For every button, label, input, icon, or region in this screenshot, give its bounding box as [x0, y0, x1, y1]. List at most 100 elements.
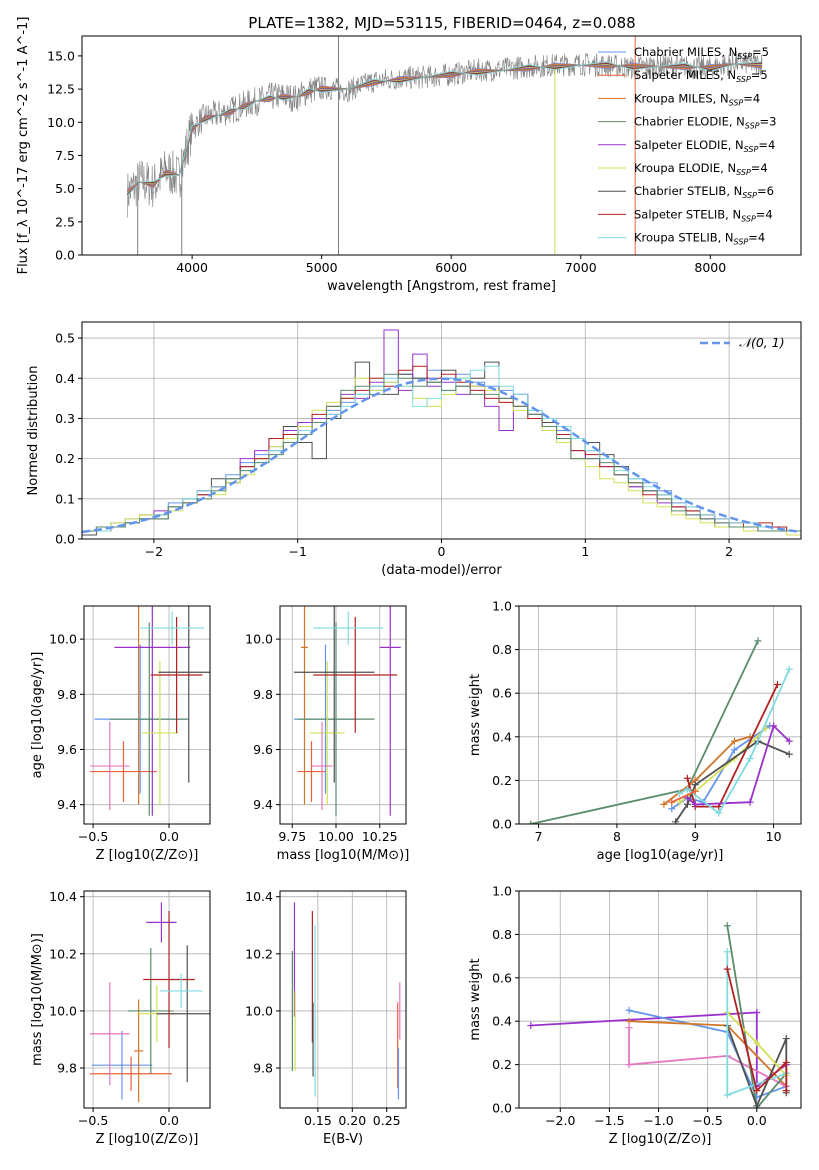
legend-label-suffix: =6 [757, 184, 774, 198]
x-tick-label: 0.0 [159, 1113, 179, 1128]
weight-series-marker [753, 1087, 761, 1095]
axes-frame [83, 890, 211, 1109]
y-tick-label: 9.4 [57, 797, 77, 812]
legend-label-sub: SSP [736, 75, 751, 84]
weight-series-marker [672, 818, 680, 824]
legend-label-sub: SSP [729, 98, 744, 107]
x-tick-label: −0.5 [692, 1113, 722, 1128]
y-tick-label: 10.4 [245, 889, 273, 904]
x-tick-label: 9.75 [278, 829, 306, 844]
y-tick-label: 0.8 [492, 642, 512, 657]
age-vs-metallicity-panel: −0.5 0.0 9.4 9.6 9.8 10.0 Z [log10(Z/Z⊙)] age [… [30, 605, 211, 863]
legend-label-main: Chabrier STELIB, N [634, 184, 742, 198]
axes-frame [518, 605, 802, 825]
plot-area [90, 902, 210, 1103]
y-tick-label: 0.4 [492, 1014, 512, 1029]
plot-area [527, 637, 793, 824]
legend-label-suffix: =5 [752, 45, 769, 59]
x-tick-label: 0.20 [338, 1113, 366, 1128]
weight-series-line [671, 790, 696, 804]
x-tick-label: 7000 [565, 260, 597, 275]
plot-area [527, 922, 790, 1108]
legend-label: Salpeter MILES, NSSP=5 [634, 68, 768, 84]
legend-label: 𝒩(0, 1) [739, 335, 785, 350]
weight-series-marker [782, 1058, 790, 1066]
histogram-series [82, 365, 801, 539]
mass-vs-ebv-panel: 0.15 0.20 0.25 9.8 10.0 10.2 10.4 E(B-V) [245, 889, 407, 1147]
plot-area [82, 329, 801, 539]
legend-label: Salpeter STELIB, NSSP=4 [634, 207, 773, 223]
x-tick-label: 0.15 [304, 1113, 332, 1128]
y-tick-label: 10.4 [49, 889, 77, 904]
weight-series-marker [625, 1006, 633, 1014]
x-tick-label: 5000 [306, 260, 338, 275]
weight-series-marker [746, 798, 754, 806]
legend-label-suffix: =4 [751, 161, 768, 175]
legend-label-suffix: =4 [743, 91, 760, 105]
x-tick-label: −1.0 [643, 1113, 673, 1128]
legend-label-main: Kroupa STELIB, N [634, 231, 734, 245]
weight-series-marker [660, 800, 668, 808]
x-tick-label: −2 [145, 544, 163, 559]
x-axis-label: wavelength [Angstrom, rest frame] [327, 279, 556, 294]
y-tick-label: 7.5 [55, 148, 75, 163]
x-tick-label: −0.5 [78, 829, 108, 844]
y-tick-label: 9.8 [253, 687, 273, 702]
weight-series-marker [676, 789, 684, 797]
axes-frame [279, 605, 407, 825]
weight-series-marker [753, 1009, 761, 1017]
x-tick-label: 1 [581, 544, 589, 559]
weight-series-marker [625, 1061, 633, 1069]
weight-series-marker [785, 750, 793, 758]
weight-series-marker [774, 680, 781, 688]
weight-series-marker [723, 965, 731, 973]
legend-label-sub: SSP [737, 52, 752, 61]
normal-curve [82, 377, 801, 534]
y-axis-label: Normed distribution [26, 366, 41, 496]
x-axis-label: mass [log10(M/M⊙)] [277, 848, 410, 863]
x-tick-label: 8 [613, 829, 621, 844]
weight-vs-age-panel: 7 8 9 10 0.0 0.2 0.4 0.6 0.8 1.0 age [log10(age/yr… [468, 599, 802, 863]
x-axis-label: Z [log10(Z/Z⊙)] [96, 1132, 199, 1147]
y-tick-label: 12.5 [47, 82, 75, 97]
weight-series-marker [676, 798, 684, 806]
spectrum-observed-trace [127, 51, 763, 218]
age-vs-mass-panel: 9.75 10.00 10.25 9.4 9.6 9.8 10.0 mass [log10(M… [245, 605, 410, 863]
x-tick-label: 0.25 [373, 1113, 401, 1128]
weight-series-line [628, 1027, 787, 1088]
y-tick-label: 10.0 [245, 1003, 273, 1018]
legend-label-sub: SSP [744, 145, 759, 154]
x-tick-label: 0.0 [159, 829, 179, 844]
legend-label-main: Salpeter ELODIE, N [634, 138, 744, 152]
y-tick-label: 0.1 [55, 491, 75, 506]
legend-label-main: Kroupa MILES, N [634, 91, 729, 105]
y-axis-label: mass weight [468, 958, 483, 1040]
x-tick-label: 0.0 [747, 1113, 767, 1128]
legend-label-main: Chabrier ELODIE, N [634, 115, 745, 129]
plot-area [294, 606, 401, 816]
plot-area [90, 606, 210, 816]
y-tick-label: 0.6 [492, 970, 512, 985]
weight-series-marker [668, 805, 676, 813]
x-tick-label: 0 [438, 544, 446, 559]
weight-series-marker [785, 737, 793, 745]
y-tick-label: 10.0 [49, 1003, 77, 1018]
y-tick-label: 0.2 [55, 451, 75, 466]
legend-label: Chabrier STELIB, NSSP=6 [634, 184, 774, 200]
weight-series-marker [785, 665, 793, 673]
weight-series-marker [625, 1017, 633, 1025]
y-tick-label: 10.2 [49, 946, 77, 961]
legend-label: Chabrier ELODIE, NSSP=3 [634, 115, 776, 131]
weight-vs-metallicity-panel: −2.0 −1.5 −1.0 −0.5 0.0 0.0 0.2 0.4 0.6 0.8 1.0 Z [… [468, 884, 802, 1147]
weight-series-marker [723, 948, 731, 956]
legend-label-suffix: =3 [760, 115, 777, 129]
y-tick-label: 0.5 [55, 331, 75, 346]
weight-series-marker [691, 800, 699, 808]
x-axis-label: (data-model)/error [381, 563, 502, 578]
y-tick-label: 10.2 [245, 946, 273, 961]
legend-label: Kroupa STELIB, NSSP=4 [634, 231, 765, 247]
y-tick-label: 9.8 [57, 687, 77, 702]
legend-label: Chabrier MILES, NSSP=5 [634, 45, 769, 61]
x-axis-label: E(B-V) [323, 1132, 363, 1147]
